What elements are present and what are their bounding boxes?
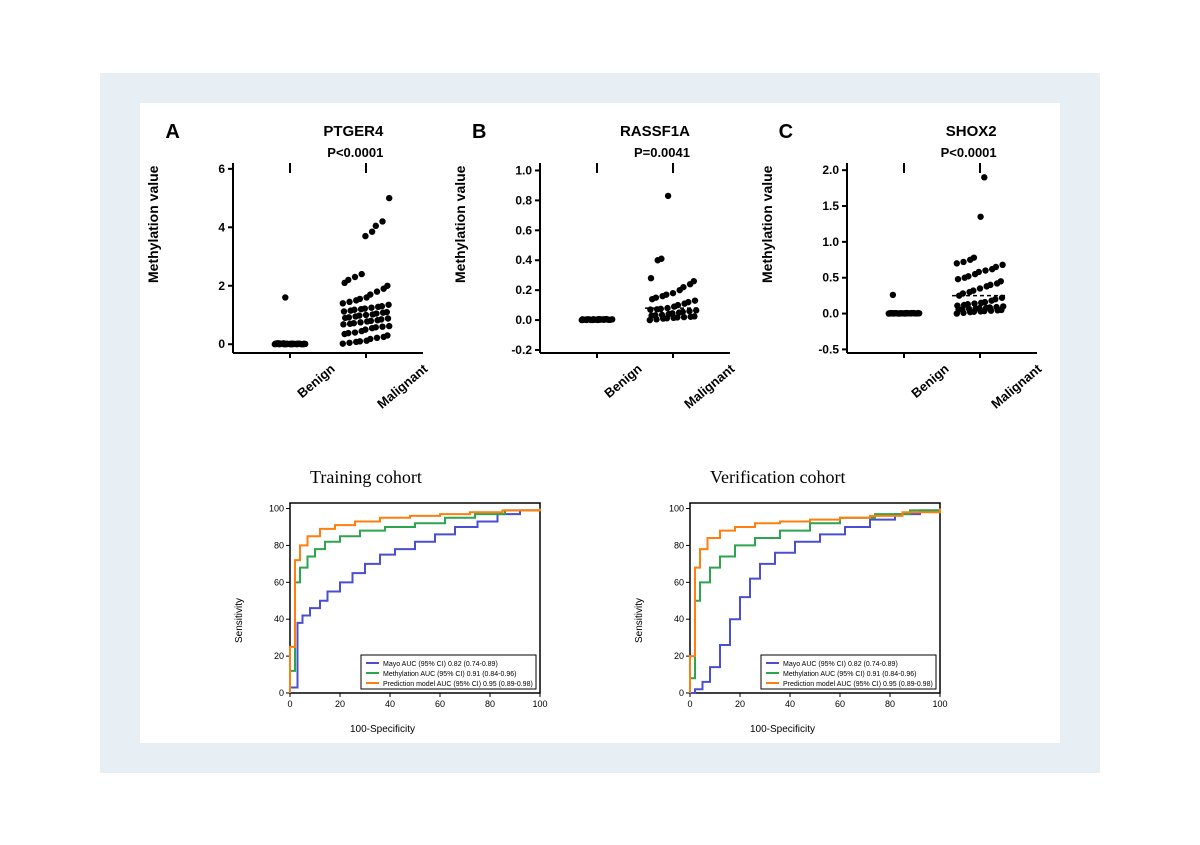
gene-title-C: SHOX2 (946, 123, 997, 140)
svg-text:1.0: 1.0 (515, 163, 532, 177)
svg-text:Mayo AUC (95% CI) 0.82 (0.74-0: Mayo AUC (95% CI) 0.82 (0.74-0.89) (783, 661, 898, 668)
figure-frame: A PTGER4 P<0.0001 Methylation value 0 2 4 6… (100, 73, 1100, 773)
svg-text:80: 80 (274, 540, 284, 550)
svg-text:60: 60 (435, 699, 445, 709)
svg-text:0.4: 0.4 (515, 253, 532, 267)
svg-text:1.5: 1.5 (822, 199, 839, 213)
svg-text:80: 80 (674, 540, 684, 550)
svg-text:6: 6 (219, 163, 226, 176)
roc-xlabel-training: 100-Specificity (350, 724, 415, 735)
svg-text:Mayo AUC (95% CI) 0.82 (0.74-0: Mayo AUC (95% CI) 0.82 (0.74-0.89) (383, 661, 498, 668)
page: A PTGER4 P<0.0001 Methylation value 0 2 4 6… (0, 0, 1200, 845)
roc-svg-verification: 0 20 40 60 80 100 0 20 40 60 80 100 Mayo AUC (95% CI… (660, 498, 950, 720)
svg-text:100: 100 (532, 699, 547, 709)
gene-title-A: PTGER4 (323, 123, 383, 140)
roc-title-training: Training cohort (310, 467, 422, 488)
svg-text:0.5: 0.5 (822, 270, 839, 284)
svg-text:0: 0 (679, 688, 684, 698)
svg-text:80: 80 (885, 699, 895, 709)
roc-verification: Verification cohort Sensitivity 100-Spec… (630, 473, 970, 733)
ylabel-C: Methylation value (759, 165, 775, 282)
svg-text:60: 60 (835, 699, 845, 709)
panel-C: C SHOX2 P<0.0001 Methylation value -0.50… (767, 123, 1047, 423)
roc-row: Training cohort Sensitivity 100-Specific… (140, 473, 1060, 733)
svg-text:2.0: 2.0 (822, 163, 839, 177)
svg-text:-0.5: -0.5 (818, 342, 839, 356)
roc-xlabel-verification: 100-Specificity (750, 724, 815, 735)
roc-ylabel-verification: Sensitivity (634, 597, 645, 642)
svg-text:60: 60 (674, 577, 684, 587)
svg-text:0.0: 0.0 (515, 313, 532, 327)
roc-ylabel-training: Sensitivity (234, 597, 245, 642)
panel-letter-A: A (165, 121, 179, 144)
svg-text:0.2: 0.2 (515, 283, 532, 297)
pvalue-C: P<0.0001 (941, 145, 997, 160)
ylabel-A: Methylation value (145, 165, 161, 282)
svg-text:0.6: 0.6 (515, 223, 532, 237)
svg-text:80: 80 (485, 699, 495, 709)
svg-text:100: 100 (269, 503, 284, 513)
svg-text:0: 0 (219, 337, 226, 351)
svg-text:0: 0 (287, 699, 292, 709)
panel-A: A PTGER4 P<0.0001 Methylation value 0246… (153, 123, 433, 423)
roc-title-verification: Verification cohort (710, 467, 845, 488)
svg-text:40: 40 (674, 614, 684, 624)
svg-text:Prediction model AUC (95% CI): Prediction model AUC (95% CI) 0.95 (0.89… (383, 681, 533, 688)
svg-text:40: 40 (274, 614, 284, 624)
svg-text:0: 0 (687, 699, 692, 709)
svg-text:20: 20 (274, 651, 284, 661)
svg-text:20: 20 (335, 699, 345, 709)
gene-title-B: RASSF1A (620, 123, 690, 140)
svg-text:-0.2: -0.2 (511, 343, 532, 357)
svg-text:100: 100 (669, 503, 684, 513)
svg-text:0.0: 0.0 (822, 306, 839, 320)
panel-B: B RASSF1A P=0.0041 Methylation value -0.… (460, 123, 740, 423)
pvalue-A: P<0.0001 (327, 145, 383, 160)
svg-text:Prediction model AUC (95% CI): Prediction model AUC (95% CI) 0.95 (0.89… (783, 681, 933, 688)
scatter-row: A PTGER4 P<0.0001 Methylation value 0 2 4 6… (140, 123, 1060, 443)
svg-text:100: 100 (932, 699, 947, 709)
svg-text:20: 20 (674, 651, 684, 661)
panel-letter-B: B (472, 121, 486, 144)
svg-text:2: 2 (219, 278, 226, 292)
svg-text:1.0: 1.0 (822, 234, 839, 248)
svg-text:0: 0 (279, 688, 284, 698)
roc-svg-training: 0 20 40 60 80 100 0 20 40 60 80 100 Mayo AUC (95% CI… (260, 498, 550, 720)
pvalue-B: P=0.0041 (634, 145, 690, 160)
figure-inner: A PTGER4 P<0.0001 Methylation value 0 2 4 6… (140, 103, 1060, 743)
svg-text:60: 60 (274, 577, 284, 587)
svg-text:20: 20 (735, 699, 745, 709)
ylabel-B: Methylation value (452, 165, 468, 282)
svg-text:4: 4 (219, 220, 226, 234)
svg-text:Methylation AUC (95% CI) 0.91: Methylation AUC (95% CI) 0.91 (0.84-0.96… (783, 671, 916, 678)
roc-training: Training cohort Sensitivity 100-Specific… (230, 473, 570, 733)
svg-text:40: 40 (385, 699, 395, 709)
svg-text:40: 40 (785, 699, 795, 709)
svg-text:0.8: 0.8 (515, 193, 532, 207)
svg-text:Methylation AUC (95% CI) 0.91: Methylation AUC (95% CI) 0.91 (0.84-0.96… (383, 671, 516, 678)
panel-letter-C: C (779, 121, 793, 144)
